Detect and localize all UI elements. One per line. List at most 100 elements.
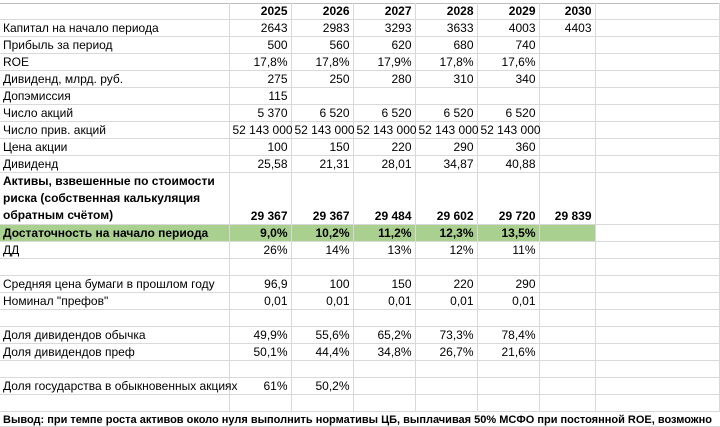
cell[interactable] — [595, 3, 720, 20]
row-label-cell[interactable]: Прибыль за период — [0, 36, 230, 54]
value-cell[interactable]: 12,3% — [415, 224, 478, 242]
value-cell[interactable]: 740 — [477, 36, 540, 54]
value-cell[interactable]: 17,8% — [415, 53, 478, 71]
value-cell[interactable] — [539, 138, 596, 156]
value-cell[interactable]: 150 — [291, 138, 354, 156]
value-cell[interactable] — [229, 258, 292, 276]
value-cell[interactable] — [291, 360, 354, 378]
value-cell[interactable]: 34,8% — [353, 343, 416, 361]
cell[interactable] — [595, 377, 720, 395]
cell[interactable] — [595, 394, 720, 412]
year-header-cell[interactable]: 2029 — [477, 3, 540, 20]
value-cell[interactable] — [539, 309, 596, 327]
row-label-cell[interactable]: Доля дивидендов преф — [0, 343, 230, 361]
value-cell[interactable]: 13,5% — [477, 224, 540, 242]
value-cell[interactable] — [415, 377, 478, 395]
value-cell[interactable]: 29 367 — [291, 172, 354, 225]
value-cell[interactable] — [353, 87, 416, 105]
value-cell[interactable]: 73,3% — [415, 326, 478, 344]
cell[interactable] — [595, 53, 720, 71]
value-cell[interactable]: 5 370 — [229, 104, 292, 122]
value-cell[interactable] — [539, 258, 596, 276]
value-cell[interactable]: 50,1% — [229, 343, 292, 361]
value-cell[interactable]: 2643 — [229, 19, 292, 37]
year-header-cell[interactable]: 2025 — [229, 3, 292, 20]
value-cell[interactable]: 17,9% — [353, 53, 416, 71]
value-cell[interactable]: 275 — [229, 70, 292, 88]
value-cell[interactable]: 52 143 000 — [353, 121, 417, 139]
value-cell[interactable] — [353, 309, 416, 327]
value-cell[interactable]: 52 143 000 — [291, 121, 355, 139]
cell[interactable] — [595, 155, 720, 173]
year-header-cell[interactable]: 2028 — [415, 3, 478, 20]
value-cell[interactable]: 310 — [415, 70, 478, 88]
value-cell[interactable] — [291, 309, 354, 327]
value-cell[interactable] — [477, 360, 540, 378]
value-cell[interactable]: 26% — [229, 241, 292, 259]
row-label-cell[interactable] — [0, 258, 230, 276]
value-cell[interactable]: 0,01 — [477, 292, 540, 310]
row-label-cell[interactable]: Номинал "префов" — [0, 292, 230, 310]
value-cell[interactable]: 28,01 — [353, 155, 416, 173]
value-cell[interactable]: 290 — [415, 138, 478, 156]
value-cell[interactable]: 0,01 — [415, 292, 478, 310]
cell[interactable] — [595, 87, 720, 105]
value-cell[interactable] — [477, 87, 540, 105]
row-label-cell[interactable]: Дивиденд, млрд. руб. — [0, 70, 230, 88]
value-cell[interactable]: 220 — [353, 138, 416, 156]
cell[interactable] — [595, 70, 720, 88]
value-cell[interactable] — [291, 258, 354, 276]
value-cell[interactable] — [353, 258, 416, 276]
cell[interactable] — [595, 309, 720, 327]
value-cell[interactable] — [539, 121, 596, 139]
value-cell[interactable]: 0,01 — [291, 292, 354, 310]
value-cell[interactable]: 620 — [353, 36, 416, 54]
value-cell[interactable]: 0,01 — [229, 292, 292, 310]
cell[interactable] — [595, 104, 720, 122]
cell[interactable] — [595, 172, 720, 225]
value-cell[interactable]: 360 — [477, 138, 540, 156]
cell[interactable] — [595, 275, 720, 293]
value-cell[interactable]: 115 — [229, 87, 292, 105]
value-cell[interactable] — [415, 87, 478, 105]
value-cell[interactable]: 29 484 — [353, 172, 416, 225]
row-label-cell[interactable]: Дивиденд — [0, 155, 230, 173]
value-cell[interactable] — [477, 394, 540, 412]
value-cell[interactable]: 340 — [477, 70, 540, 88]
cell[interactable] — [595, 138, 720, 156]
value-cell[interactable]: 220 — [415, 275, 478, 293]
value-cell[interactable]: 78,4% — [477, 326, 540, 344]
value-cell[interactable]: 17,6% — [477, 53, 540, 71]
value-cell[interactable]: 49,9% — [229, 326, 292, 344]
value-cell[interactable]: 6 520 — [477, 104, 540, 122]
value-cell[interactable]: 29 720 — [477, 172, 540, 225]
value-cell[interactable]: 9,0% — [229, 224, 292, 242]
value-cell[interactable] — [477, 309, 540, 327]
value-cell[interactable]: 12% — [415, 241, 478, 259]
value-cell[interactable] — [229, 394, 292, 412]
value-cell[interactable]: 0,01 — [353, 292, 416, 310]
row-label-cell[interactable]: ДД — [0, 241, 230, 259]
value-cell[interactable] — [539, 87, 596, 105]
row-label-cell[interactable]: ROE — [0, 53, 230, 71]
value-cell[interactable] — [539, 104, 596, 122]
value-cell[interactable]: 21,31 — [291, 155, 354, 173]
value-cell[interactable] — [291, 394, 354, 412]
row-label-cell[interactable] — [0, 394, 230, 412]
value-cell[interactable]: 6 520 — [353, 104, 416, 122]
value-cell[interactable]: 61% — [229, 377, 292, 395]
cell[interactable] — [595, 292, 720, 310]
value-cell[interactable]: 96,9 — [229, 275, 292, 293]
value-cell[interactable]: 65,2% — [353, 326, 416, 344]
row-label-cell[interactable] — [0, 360, 230, 378]
year-header-cell[interactable]: 2030 — [539, 3, 596, 20]
value-cell[interactable] — [353, 360, 416, 378]
row-label-cell[interactable]: Допэмиссия — [0, 87, 230, 105]
value-cell[interactable] — [229, 309, 292, 327]
value-cell[interactable]: 3293 — [353, 19, 416, 37]
value-cell[interactable]: 50,2% — [291, 377, 354, 395]
row-label-cell[interactable]: Цена акции — [0, 138, 230, 156]
value-cell[interactable] — [353, 377, 416, 395]
value-cell[interactable]: 29 602 — [415, 172, 478, 225]
value-cell[interactable]: 4003 — [477, 19, 540, 37]
